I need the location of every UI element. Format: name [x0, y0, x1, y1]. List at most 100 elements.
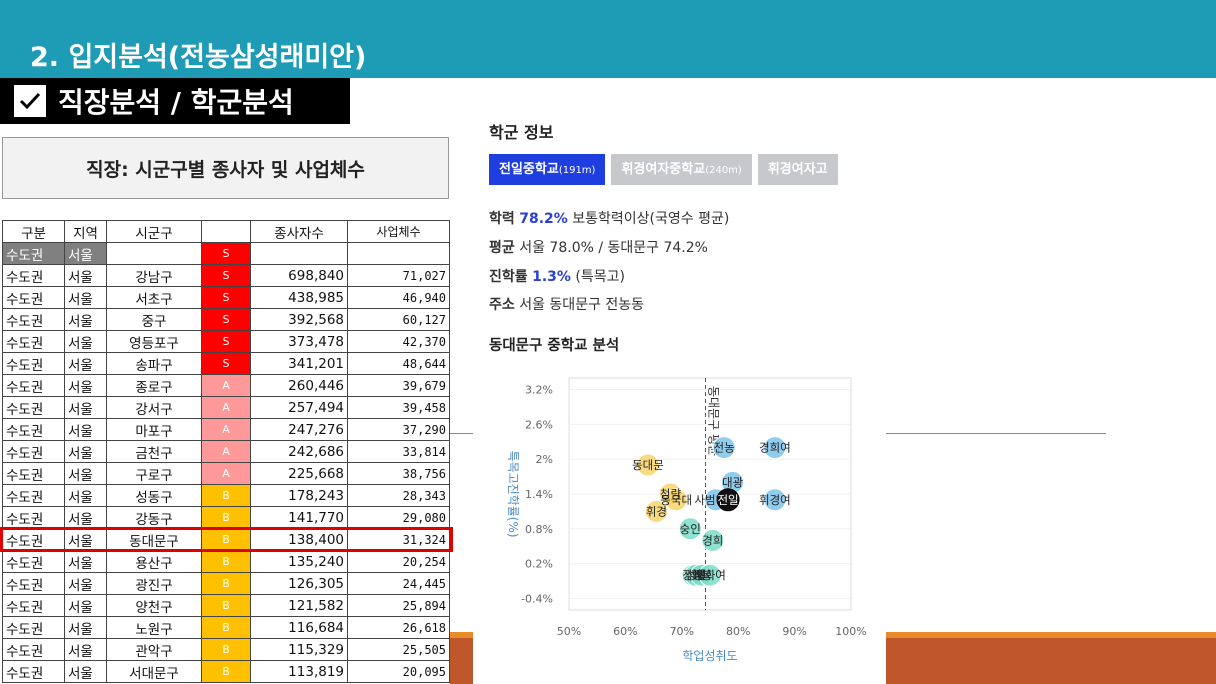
cell-district: 강동구 — [106, 506, 202, 529]
info-text: 보통학력이상(국영수 평균) — [572, 211, 730, 227]
cell-district: 영등포구 — [106, 330, 202, 353]
y-tick-label: 2.6% — [525, 418, 553, 431]
cell-region: 서울 — [64, 418, 107, 441]
cell-category: 수도권 — [2, 616, 65, 639]
cell-grade: A — [201, 418, 251, 441]
info-address: 주소 서울 동대문구 전농동 — [489, 294, 644, 314]
cell-district: 용산구 — [106, 550, 202, 573]
cell-category: 수도권 — [2, 330, 65, 353]
cell-category: 수도권 — [2, 638, 65, 661]
y-axis-label: 특목고진학률(%) — [506, 450, 520, 537]
cell-grade: S — [201, 352, 251, 375]
cell-grade: A — [201, 462, 251, 485]
school-tab-0[interactable]: 전일중학교(191m) — [489, 154, 606, 185]
cell-category: 수도권 — [2, 550, 65, 573]
cell-category: 수도권 — [2, 528, 65, 551]
cell-district: 중구 — [106, 308, 202, 331]
column-header: 등급 — [201, 220, 251, 243]
cell-region: 서울 — [64, 638, 107, 661]
table-row: 수도권 서울 강남구 S 698,840 71,027 — [2, 264, 450, 287]
cell-employees: 392,568 — [250, 308, 348, 331]
cell-employees: 438,985 — [250, 286, 348, 309]
cell-district: 구로구 — [106, 462, 202, 485]
data-point-label: 휘봉 — [691, 568, 712, 582]
data-point-label: 사범대학 — [694, 493, 737, 507]
table-row: 수도권 서울 마포구 A 247,276 37,290 — [2, 418, 450, 441]
cell-employees: 121,582 — [250, 594, 348, 617]
cell-grade: S — [201, 286, 251, 309]
cell-region: 서울 — [64, 484, 107, 507]
cell-grade: B — [201, 572, 251, 595]
cell-region: 서울 — [64, 264, 107, 287]
cell-businesses: 39,679 — [347, 374, 450, 397]
table-row: 수도권 서울 강동구 B 141,770 29,080 — [2, 506, 450, 529]
cell-category: 수도권 — [2, 440, 65, 463]
cell-employees: 126,305 — [250, 572, 348, 595]
cell-businesses: 42,370 — [347, 330, 450, 353]
employment-table-panel: 직장: 시군구별 종사자 및 사업체수 구분 지역 시군구 등급 종사자수 사업체수 수도권… — [0, 137, 453, 684]
y-tick-label: -0.4% — [521, 592, 553, 605]
cell-employees: 141,770 — [250, 506, 348, 529]
cell-region: 서울 — [64, 616, 107, 639]
x-tick-label: 70% — [670, 625, 694, 638]
cell-businesses: 38,756 — [347, 462, 450, 485]
cell-region: 서울 — [64, 550, 107, 573]
cell-employees: 698,840 — [250, 264, 348, 287]
cell-businesses: 20,095 — [347, 660, 450, 683]
cell-category: 수도권 — [2, 242, 65, 265]
cell-district: 관악구 — [106, 638, 202, 661]
x-tick-label: 80% — [726, 625, 750, 638]
cell-district: 성동구 — [106, 484, 202, 507]
data-point — [712, 436, 736, 460]
cell-category: 수도권 — [2, 418, 65, 441]
info-text: 서울 동대문구 전농동 — [519, 297, 645, 313]
school-tab-2[interactable]: 휘경여자고 — [757, 154, 838, 185]
cell-employees: 341,201 — [250, 352, 348, 375]
achievement-value: 78.2% — [519, 211, 568, 227]
table-row: 수도권 서울 중구 S 392,568 60,127 — [2, 308, 450, 331]
cell-region: 서울 — [64, 352, 107, 375]
header-band — [0, 0, 1216, 78]
table-row: 수도권 서울 용산구 B 135,240 20,254 — [2, 550, 450, 573]
data-point-label: 장평 — [682, 568, 703, 582]
cell-grade: S — [201, 242, 251, 265]
cell-category: 수도권 — [2, 374, 65, 397]
dongdaemun-highlight-box — [0, 527, 453, 552]
cell-region: 서울 — [64, 462, 107, 485]
column-header: 시군구 — [106, 220, 202, 243]
school-tab-1[interactable]: 휘경여자중학교(240m) — [611, 154, 752, 185]
cell-grade: B — [201, 616, 251, 639]
cell-businesses: 25,894 — [347, 594, 450, 617]
cell-businesses: 29,080 — [347, 506, 450, 529]
table-row: 수도권 서울 관악구 B 115,329 25,505 — [2, 638, 450, 661]
cell-businesses: 71,027 — [347, 264, 450, 287]
section-title: 직장분석 / 학군분석 — [58, 86, 294, 119]
x-tick-label: 100% — [835, 625, 866, 638]
cell-employees: 115,329 — [250, 638, 348, 661]
cell-grade: B — [201, 594, 251, 617]
section-header: 직장분석 / 학군분석 — [0, 78, 350, 124]
cell-businesses: 33,814 — [347, 440, 450, 463]
cell-grade: A — [201, 440, 251, 463]
cell-grade: S — [201, 330, 251, 353]
school-tabs: 전일중학교(191m) 휘경여자중학교(240m) 휘경여자고 — [489, 154, 873, 185]
cell-employees: 242,686 — [250, 440, 348, 463]
y-tick-label: 0.8% — [525, 523, 553, 536]
tab-label: 전일중학교 — [499, 162, 559, 177]
cell-grade: B — [201, 506, 251, 529]
cell-region: 서울 — [64, 594, 107, 617]
cell-employees — [250, 242, 348, 265]
cell-category: 수도권 — [2, 572, 65, 595]
data-point — [716, 488, 740, 512]
cell-businesses: 48,644 — [347, 352, 450, 375]
data-point — [664, 488, 688, 512]
cell-region: 서울 — [64, 572, 107, 595]
tab-label: 휘경여자고 — [767, 162, 828, 177]
column-header: 구분 — [2, 220, 65, 243]
data-point-label: 동국대 — [660, 493, 692, 507]
school-info-panel: 학군 정보 전일중학교(191m) 휘경여자중학교(240m) 휘경여자고 학력 7… — [473, 108, 886, 684]
table-row: 수도권 서울 영등포구 S 373,478 42,370 — [2, 330, 450, 353]
cell-region: 서울 — [64, 660, 107, 683]
info-label: 진학률 — [489, 269, 528, 285]
y-tick-label: 1.4% — [525, 488, 553, 501]
